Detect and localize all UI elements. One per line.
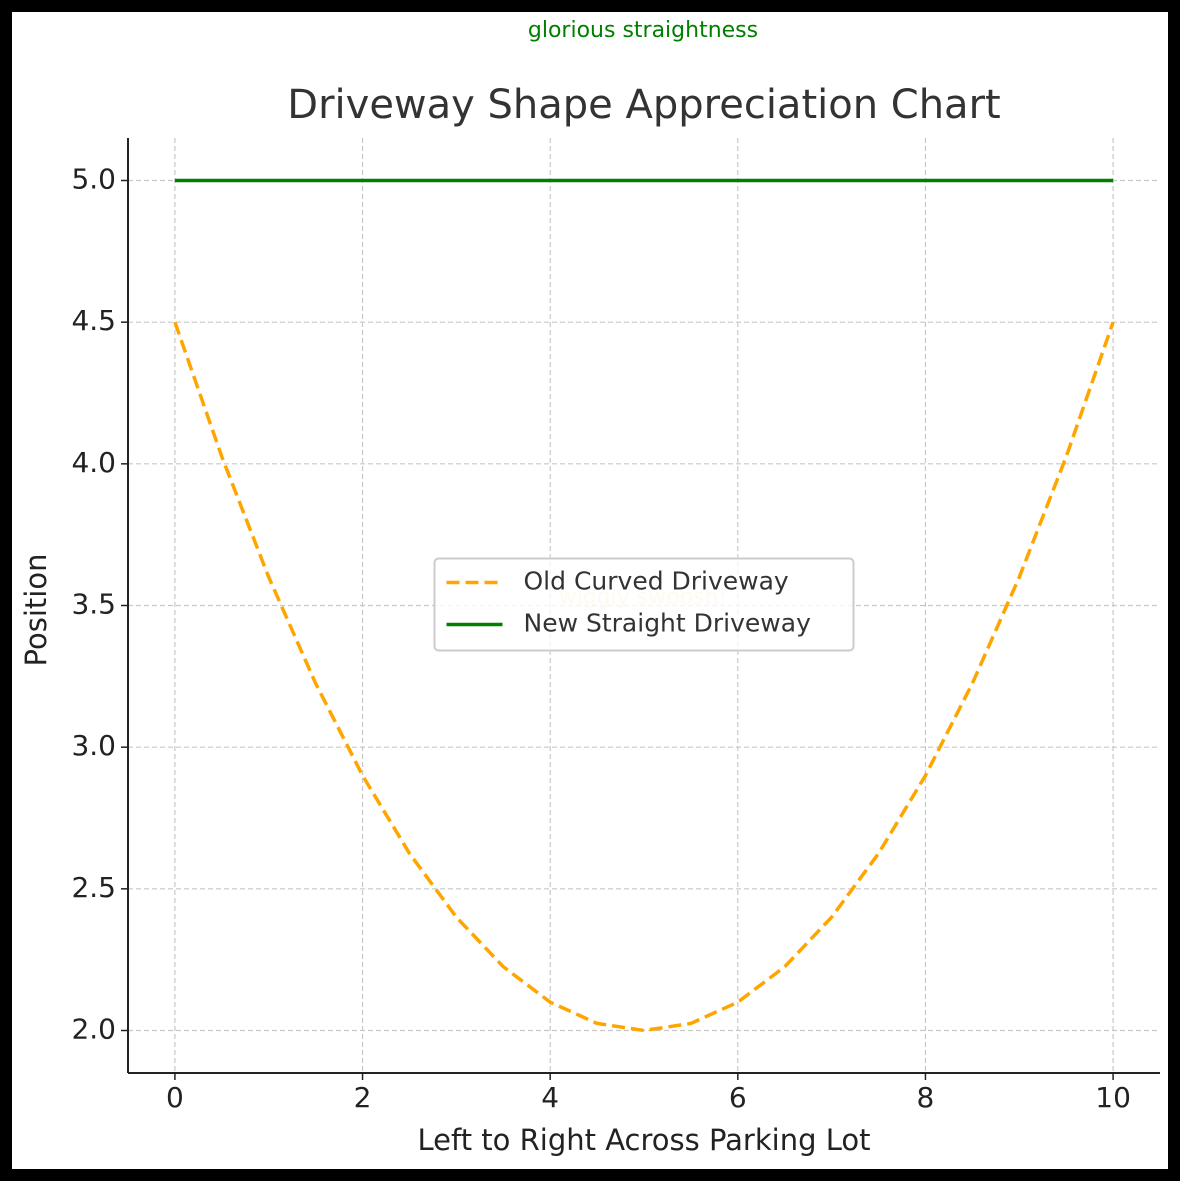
x-axis-label: Left to Right Across Parking Lot <box>418 1123 871 1157</box>
y-tick-label: 2.0 <box>71 1013 116 1046</box>
y-tick-label: 4.5 <box>71 304 116 337</box>
chart-title: Driveway Shape Appreciation Chart <box>287 82 1000 128</box>
x-tick-label: 6 <box>729 1081 747 1114</box>
x-tick-label: 2 <box>354 1081 372 1114</box>
x-tick-label: 10 <box>1095 1081 1131 1114</box>
x-tick-label: 0 <box>166 1081 184 1114</box>
line-series <box>173 321 1115 1033</box>
y-tick-label: 4.0 <box>71 446 116 479</box>
legend-label: New Straight Driveway <box>524 609 812 638</box>
x-tick-label: 8 <box>917 1081 935 1114</box>
y-tick-label: 5.0 <box>71 163 116 196</box>
annotation: glorious straightness <box>528 18 758 43</box>
legend-label: Old Curved Driveway <box>524 567 789 596</box>
y-tick-label: 2.5 <box>71 871 116 904</box>
y-tick-label: 3.5 <box>71 588 116 621</box>
legend: Old Curved Driveway New Straight Driveway <box>433 557 855 652</box>
y-tick-label: 3.0 <box>71 729 116 762</box>
y-axis-label: Position <box>19 554 53 667</box>
legend-box <box>433 557 855 652</box>
x-tick-label: 4 <box>541 1081 559 1114</box>
